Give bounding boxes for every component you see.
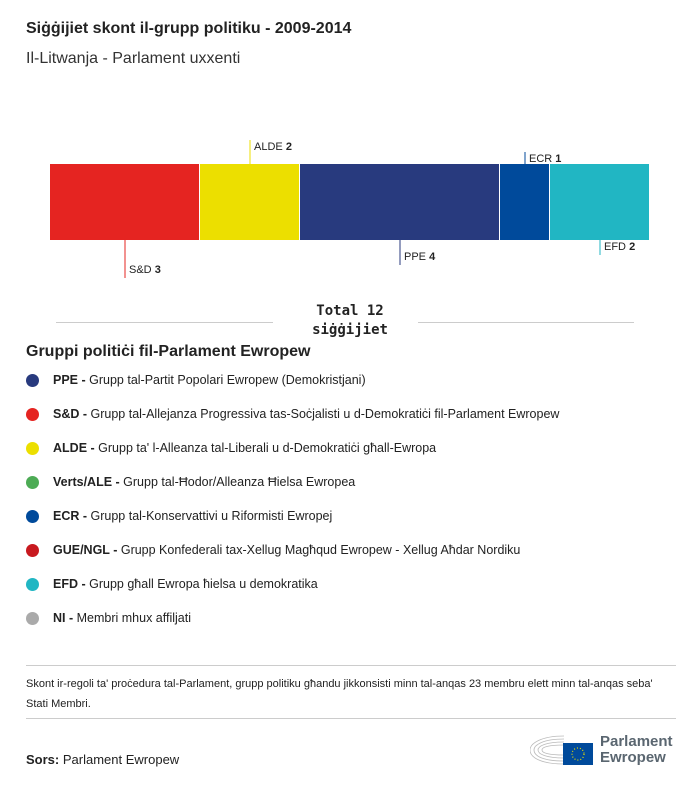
source-label: Sors:	[26, 752, 60, 767]
legend-name: Grupp tal-Partit Popolari Ewropew (Demok…	[89, 373, 366, 387]
legend-dot-icon	[26, 475, 39, 489]
divider	[26, 665, 676, 666]
legend-item: NI - Membri mhux affiljati	[26, 611, 191, 625]
divider	[56, 322, 273, 323]
chart-title: Siġġijiet skont il-grupp politiku - 2009…	[26, 20, 352, 37]
segment-label: ALDE 2	[254, 141, 292, 153]
legend-item: GUE/NGL - Grupp Konfederali tax-Xellug M…	[26, 543, 520, 557]
european-parliament-logo: Parlament Ewropew	[530, 730, 673, 770]
legend-name: Grupp tal-Konservattivi u Riformisti Ewr…	[90, 509, 333, 523]
segment-value: 4	[429, 251, 436, 263]
segment-value: 2	[629, 241, 635, 253]
legend-dot-icon	[26, 611, 39, 625]
legend-abbr: GUE/NGL -	[53, 543, 118, 557]
source-value: Parlament Ewropew	[62, 752, 180, 767]
hemicycle-flag-icon	[530, 735, 593, 765]
segment-label: PPE 4	[404, 251, 436, 263]
legend-abbr: ECR -	[53, 509, 88, 523]
legend-item: PPE - Grupp tal-Partit Popolari Ewropew …	[26, 373, 366, 387]
legend-abbr: Verts/ALE -	[53, 475, 120, 489]
bar-segment-ECR	[500, 164, 549, 240]
segment-label: ECR 1	[529, 153, 561, 165]
legend-name: Grupp għall Ewropa ħielsa u demokratika	[89, 577, 318, 591]
legend-name: Grupp Konfederali tax-Xellug Magħqud Ewr…	[120, 543, 521, 557]
bar-segment-S&D	[50, 164, 199, 240]
segment-value: 3	[155, 264, 161, 276]
segment-label: EFD 2	[604, 241, 635, 253]
segment-category: PPE	[404, 251, 426, 263]
legend-name: Grupp ta' l-Alleanza tal-Liberali u d-De…	[98, 441, 437, 455]
segment-category: ECR	[529, 153, 552, 165]
segment-value: 1	[555, 153, 561, 165]
legend-abbr: PPE -	[53, 373, 86, 387]
segment-label: S&D 3	[129, 264, 161, 276]
legend-dot-icon	[26, 441, 39, 455]
segment-category: ALDE	[254, 141, 283, 153]
chart-subtitle: Il-Litwanja - Parlament uxxenti	[26, 50, 241, 67]
legend-name: Grupp tal-Allejanza Progressiva tas-Soċj…	[90, 407, 560, 421]
legend-title: Gruppi politiċi fil-Parlament Ewropew	[26, 343, 311, 360]
stacked-bar-chart: S&D 3 ALDE 2 PPE 4 ECR 1 EFD 2	[50, 140, 649, 278]
segment-value: 2	[286, 141, 292, 153]
legend-item: Verts/ALE - Grupp tal-Ħodor/Alleanza Ħie…	[26, 475, 355, 489]
legend-item: ECR - Grupp tal-Konservattivi u Riformis…	[26, 509, 332, 523]
legend-item: EFD - Grupp għall Ewropa ħielsa u demokr…	[26, 577, 318, 591]
legend-name: Grupp tal-Ħodor/Alleanza Ħielsa Ewropea	[123, 475, 356, 489]
legend-abbr: EFD -	[53, 577, 86, 591]
source: Sors: Parlament Ewropew	[26, 752, 179, 767]
legend-dot-icon	[26, 577, 39, 591]
legend-dot-icon	[26, 407, 39, 421]
segment-category: S&D	[129, 264, 152, 276]
legend-abbr: S&D -	[53, 407, 88, 421]
divider	[26, 718, 676, 719]
legend-abbr: NI -	[53, 611, 74, 625]
segment-category: EFD	[604, 241, 626, 253]
logo-line2: Ewropew	[600, 749, 666, 766]
legend-dot-icon	[26, 509, 39, 523]
legend-dot-icon	[26, 543, 39, 557]
bar-segment-EFD	[550, 164, 649, 240]
legend-dot-icon	[26, 373, 39, 387]
bar-segment-ALDE	[200, 164, 299, 240]
logo-line1: Parlament	[600, 733, 673, 750]
bar-segment-PPE	[300, 164, 499, 240]
footnote: Skont ir-regoli ta' proċedura tal-Parlam…	[26, 678, 653, 710]
legend-abbr: ALDE -	[53, 441, 95, 455]
total-label: Total 12 siġġijiet	[312, 303, 388, 338]
divider	[418, 322, 634, 323]
legend-item: S&D - Grupp tal-Allejanza Progressiva ta…	[26, 407, 559, 421]
legend-name: Membri mhux affiljati	[76, 611, 192, 625]
legend-item: ALDE - Grupp ta' l-Alleanza tal-Liberali…	[26, 441, 436, 455]
